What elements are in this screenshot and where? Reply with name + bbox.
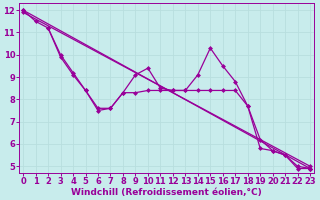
X-axis label: Windchill (Refroidissement éolien,°C): Windchill (Refroidissement éolien,°C) <box>71 188 262 197</box>
